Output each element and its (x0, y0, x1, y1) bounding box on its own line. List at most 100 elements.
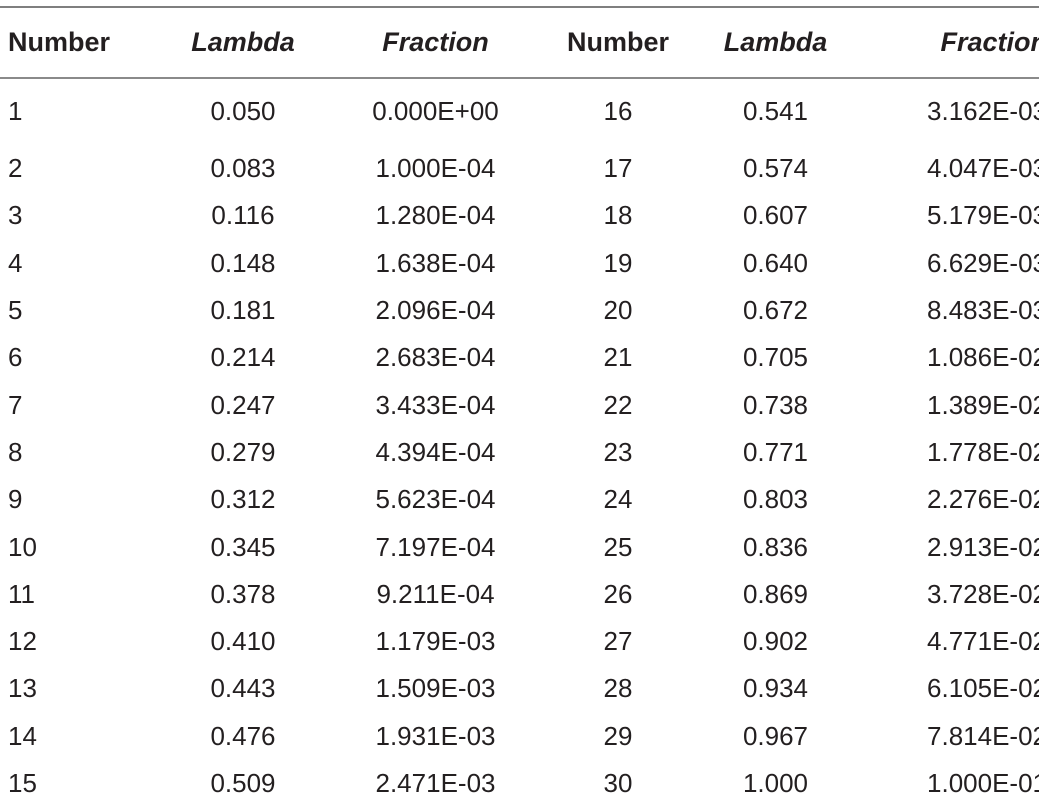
cell-number: 29 (603, 720, 633, 751)
cell-lambda: 0.116 (211, 200, 275, 231)
cell-fraction: 6.629E-03 (927, 247, 1039, 278)
cell-fraction: 1.389E-02 (927, 389, 1039, 420)
cell-number: 18 (603, 200, 633, 231)
table-row: 4 0.148 1.638E-04 19 0.640 6.629E-03 (0, 240, 1039, 287)
table-row: 7 0.247 3.433E-04 22 0.738 1.389E-02 (0, 381, 1039, 428)
cell-lambda: 0.509 (210, 768, 276, 798)
cell-lambda: 0.738 (742, 389, 809, 420)
cell-fraction: 1.280E-04 (375, 200, 496, 231)
cell-lambda: 0.836 (742, 531, 809, 562)
table-row: 6 0.214 2.683E-04 21 0.705 1.086E-02 (0, 334, 1039, 381)
cell-fraction: 1.000E-01 (927, 768, 1039, 798)
cell-lambda: 0.214 (210, 342, 276, 373)
cell-fraction: 4.771E-02 (927, 626, 1039, 657)
cell-number: 15 (8, 768, 37, 798)
cell-fraction: 5.623E-04 (375, 484, 496, 515)
cell-fraction: 7.814E-02 (927, 720, 1039, 751)
cell-fraction: 9.211E-04 (376, 578, 495, 609)
cell-number: 12 (8, 626, 37, 657)
cell-fraction: 2.683E-04 (375, 342, 496, 373)
table-row: 9 0.312 5.623E-04 24 0.803 2.276E-02 (0, 476, 1039, 523)
table-row: 10 0.345 7.197E-04 25 0.836 2.913E-02 (0, 523, 1039, 570)
cell-fraction: 5.179E-03 (927, 200, 1039, 231)
table-row: 3 0.116 1.280E-04 18 0.607 5.179E-03 (0, 192, 1039, 239)
cell-lambda: 0.967 (742, 720, 809, 751)
cell-lambda: 0.803 (742, 484, 809, 515)
cell-lambda: 0.869 (742, 578, 809, 609)
cell-number: 3 (8, 200, 23, 231)
cell-lambda: 0.934 (742, 673, 809, 704)
cell-lambda: 0.771 (742, 436, 809, 467)
cell-lambda: 1.000 (742, 768, 809, 798)
cell-number: 1 (8, 95, 23, 126)
header-lambda-1: Lambda (191, 27, 295, 57)
table-row: 1 0.050 0.000E+00 16 0.541 3.162E-03 (0, 77, 1039, 145)
cell-number: 10 (8, 531, 37, 562)
header-lambda-2: Lambda (723, 27, 828, 57)
cell-lambda: 0.541 (742, 95, 809, 126)
cell-number: 9 (8, 484, 23, 515)
cell-fraction: 6.105E-02 (927, 673, 1039, 704)
cell-fraction: 1.931E-03 (375, 720, 496, 751)
cell-number: 5 (8, 295, 23, 326)
header-number-2: Number (566, 27, 669, 57)
cell-number: 7 (8, 389, 23, 420)
cell-lambda: 0.607 (742, 200, 809, 231)
cell-lambda: 0.083 (210, 153, 276, 184)
cell-fraction: 2.471E-03 (375, 768, 496, 798)
table-header-row: Number Lambda Fraction Number Lambda Fra… (0, 8, 1039, 77)
cell-fraction: 7.197E-04 (375, 531, 496, 562)
cell-fraction: 3.728E-02 (927, 578, 1039, 609)
cell-fraction: 2.276E-02 (927, 484, 1039, 515)
cell-fraction: 0.000E+00 (372, 95, 499, 126)
cell-lambda: 0.279 (210, 436, 276, 467)
cell-lambda: 0.312 (210, 484, 276, 515)
cell-number: 28 (603, 673, 633, 704)
cell-number: 20 (603, 295, 633, 326)
table-row: 5 0.181 2.096E-04 20 0.672 8.483E-03 (0, 287, 1039, 334)
cell-fraction: 4.394E-04 (375, 436, 496, 467)
cell-number: 8 (8, 436, 23, 467)
table-top-rule (0, 6, 1039, 8)
table-row: 11 0.378 9.211E-04 26 0.869 3.728E-02 (0, 571, 1039, 618)
cell-lambda: 0.705 (742, 342, 809, 373)
table-row: 12 0.410 1.179E-03 27 0.902 4.771E-02 (0, 618, 1039, 665)
lambda-fraction-table: Number Lambda Fraction Number Lambda Fra… (0, 8, 1039, 807)
cell-lambda: 0.574 (742, 153, 809, 184)
cell-fraction: 1.000E-04 (375, 153, 496, 184)
cell-fraction: 1.509E-03 (375, 673, 496, 704)
cell-lambda: 0.050 (210, 95, 276, 126)
table-row: 2 0.083 1.000E-04 17 0.574 4.047E-03 (0, 145, 1039, 192)
cell-lambda: 0.476 (210, 720, 276, 751)
cell-fraction: 1.638E-04 (375, 247, 496, 278)
cell-number: 19 (603, 247, 633, 278)
cell-lambda: 0.410 (210, 626, 276, 657)
cell-number: 26 (603, 578, 633, 609)
table-row: 15 0.509 2.471E-03 30 1.000 1.000E-01 (0, 760, 1039, 807)
cell-fraction: 2.913E-02 (927, 531, 1039, 562)
table-row: 8 0.279 4.394E-04 23 0.771 1.778E-02 (0, 429, 1039, 476)
cell-number: 16 (603, 95, 633, 126)
header-number-1: Number (8, 27, 111, 57)
cell-lambda: 0.443 (210, 673, 276, 704)
table-row: 13 0.443 1.509E-03 28 0.934 6.105E-02 (0, 665, 1039, 712)
cell-fraction: 1.778E-02 (927, 436, 1039, 467)
cell-fraction: 4.047E-03 (927, 153, 1039, 184)
cell-number: 22 (603, 389, 633, 420)
header-fraction-2: Fraction (940, 27, 1039, 57)
cell-number: 4 (8, 247, 23, 278)
cell-lambda: 0.181 (210, 295, 276, 326)
cell-number: 17 (603, 153, 633, 184)
cell-number: 27 (603, 626, 633, 657)
cell-lambda: 0.378 (210, 578, 276, 609)
table-header-rule (0, 77, 1039, 79)
cell-fraction: 8.483E-03 (927, 295, 1039, 326)
cell-lambda: 0.640 (742, 247, 809, 278)
cell-lambda: 0.345 (210, 531, 276, 562)
table-body: 1 0.050 0.000E+00 16 0.541 3.162E-03 2 0.083 1.0… (0, 77, 1039, 807)
cell-fraction: 1.086E-02 (927, 342, 1039, 373)
cell-number: 13 (8, 673, 37, 704)
cell-number: 21 (603, 342, 633, 373)
cell-number: 25 (603, 531, 633, 562)
